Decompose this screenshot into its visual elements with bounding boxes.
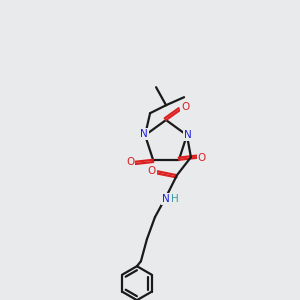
Text: O: O: [198, 153, 206, 163]
Text: N: N: [184, 130, 192, 140]
Text: O: O: [126, 157, 134, 167]
Text: O: O: [148, 166, 156, 176]
Text: O: O: [181, 102, 189, 112]
Text: N: N: [140, 129, 148, 139]
Text: H: H: [171, 194, 179, 204]
Text: N: N: [162, 194, 170, 204]
